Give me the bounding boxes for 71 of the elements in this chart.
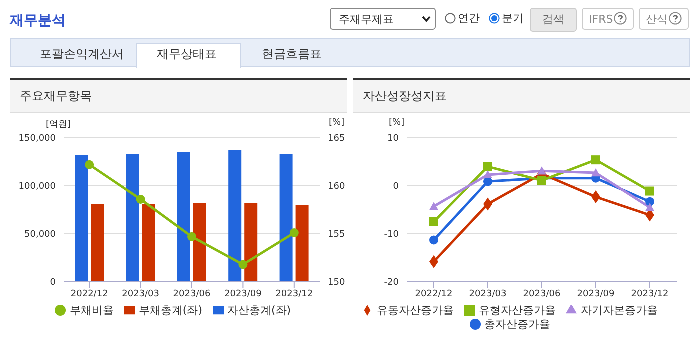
point [85,160,94,170]
text: 검색 [530,8,577,32]
x-tick-label: 2023/09 [577,289,615,300]
text: 분기 [502,11,524,26]
x-tick-label: 2022/12 [415,289,453,300]
x-tick-label: 2023/03 [469,289,507,300]
text: 포괄손익계산서 [40,46,124,63]
y-tick-label: 150,000 [18,134,56,144]
point [592,168,600,177]
y-tick-label: 0 [50,278,56,288]
point [484,162,492,172]
legend-label: 총자산증가율 [484,318,550,331]
x-tick-label: 2023/09 [224,289,262,300]
legend-label: 유형자산증가율 [479,304,556,317]
point [646,186,654,196]
y2-tick-label: 165 [328,134,346,144]
y2-tick-label: 160 [328,182,346,192]
chart-title: 자산성장성지표 [353,80,690,113]
bar [296,205,309,282]
bar [177,152,190,282]
bar [244,203,258,282]
point [290,228,299,238]
x-tick-label: 2022/12 [70,289,108,300]
y-tick-label: 10 [388,134,400,144]
chart-title: 주요재무항목 [10,80,347,113]
text: 현금흐름표 [262,46,322,63]
x-tick-label: 2023/03 [122,289,160,300]
x-tick-label: 2023/06 [173,289,211,300]
bar [280,154,293,282]
bar [126,154,140,282]
y-tick-label: -10 [384,230,400,240]
bar [142,204,156,282]
text: 재무상태표 [157,46,217,63]
y2-tick-label: 150 [328,278,346,288]
point [430,218,438,226]
y-axis-title: [%] [389,118,405,128]
y-tick-label: -20 [384,278,400,288]
x-tick-label: 2023/06 [523,289,561,300]
y-tick-label: 100,000 [18,182,56,192]
legend-label: 유동자산증가율 [377,304,454,317]
point [484,170,492,179]
point [136,194,146,204]
point [646,197,654,206]
bar [91,204,104,282]
point [538,176,546,186]
legend-label: 자산총계(좌) [228,304,292,317]
point [430,202,438,210]
y2-tick-label: 155 [328,230,346,240]
x-tick-label: 2023/12 [631,289,669,300]
text: 연간 [458,11,480,26]
text: IFRS [582,8,634,30]
bar [228,150,242,282]
point [188,232,196,242]
point [538,166,546,175]
point [430,236,438,245]
y-tick-label: 50,000 [24,230,56,240]
legend-label: 부채총계(좌) [138,304,202,317]
text: 산식 [639,8,689,30]
bar [75,155,88,282]
y-axis-title: [억원] [46,119,72,131]
legend-label: 자기자본증가율 [581,304,658,317]
point [646,203,654,212]
x-tick-label: 2023/12 [276,289,314,300]
bar [193,203,206,282]
y-tick-label: 0 [393,182,400,192]
y2-axis-title: [%] [329,118,345,128]
legend-label: 부채비율 [70,304,114,317]
text: 재무분석 [10,12,66,30]
text: 주재무제표 [330,8,436,30]
point [238,260,248,270]
point [592,156,600,165]
